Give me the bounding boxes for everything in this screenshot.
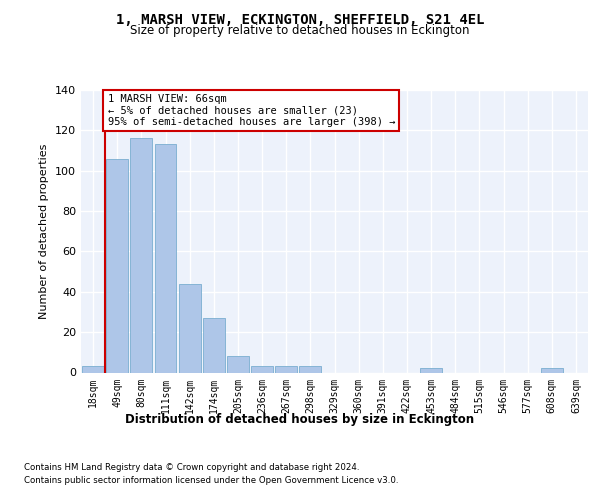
Text: 1 MARSH VIEW: 66sqm
← 5% of detached houses are smaller (23)
95% of semi-detache: 1 MARSH VIEW: 66sqm ← 5% of detached hou… bbox=[107, 94, 395, 127]
Text: Distribution of detached houses by size in Eckington: Distribution of detached houses by size … bbox=[125, 412, 475, 426]
Bar bbox=[130, 138, 152, 372]
Bar bbox=[299, 366, 321, 372]
Bar bbox=[82, 366, 104, 372]
Text: 1, MARSH VIEW, ECKINGTON, SHEFFIELD, S21 4EL: 1, MARSH VIEW, ECKINGTON, SHEFFIELD, S21… bbox=[116, 12, 484, 26]
Text: Contains HM Land Registry data © Crown copyright and database right 2024.: Contains HM Land Registry data © Crown c… bbox=[24, 462, 359, 471]
Bar bbox=[251, 366, 273, 372]
Bar bbox=[275, 366, 297, 372]
Bar bbox=[106, 158, 128, 372]
Text: Size of property relative to detached houses in Eckington: Size of property relative to detached ho… bbox=[130, 24, 470, 37]
Bar bbox=[179, 284, 200, 372]
Bar bbox=[420, 368, 442, 372]
Text: Contains public sector information licensed under the Open Government Licence v3: Contains public sector information licen… bbox=[24, 476, 398, 485]
Y-axis label: Number of detached properties: Number of detached properties bbox=[40, 144, 49, 319]
Bar bbox=[203, 318, 224, 372]
Bar bbox=[227, 356, 249, 372]
Bar bbox=[155, 144, 176, 372]
Bar bbox=[541, 368, 563, 372]
